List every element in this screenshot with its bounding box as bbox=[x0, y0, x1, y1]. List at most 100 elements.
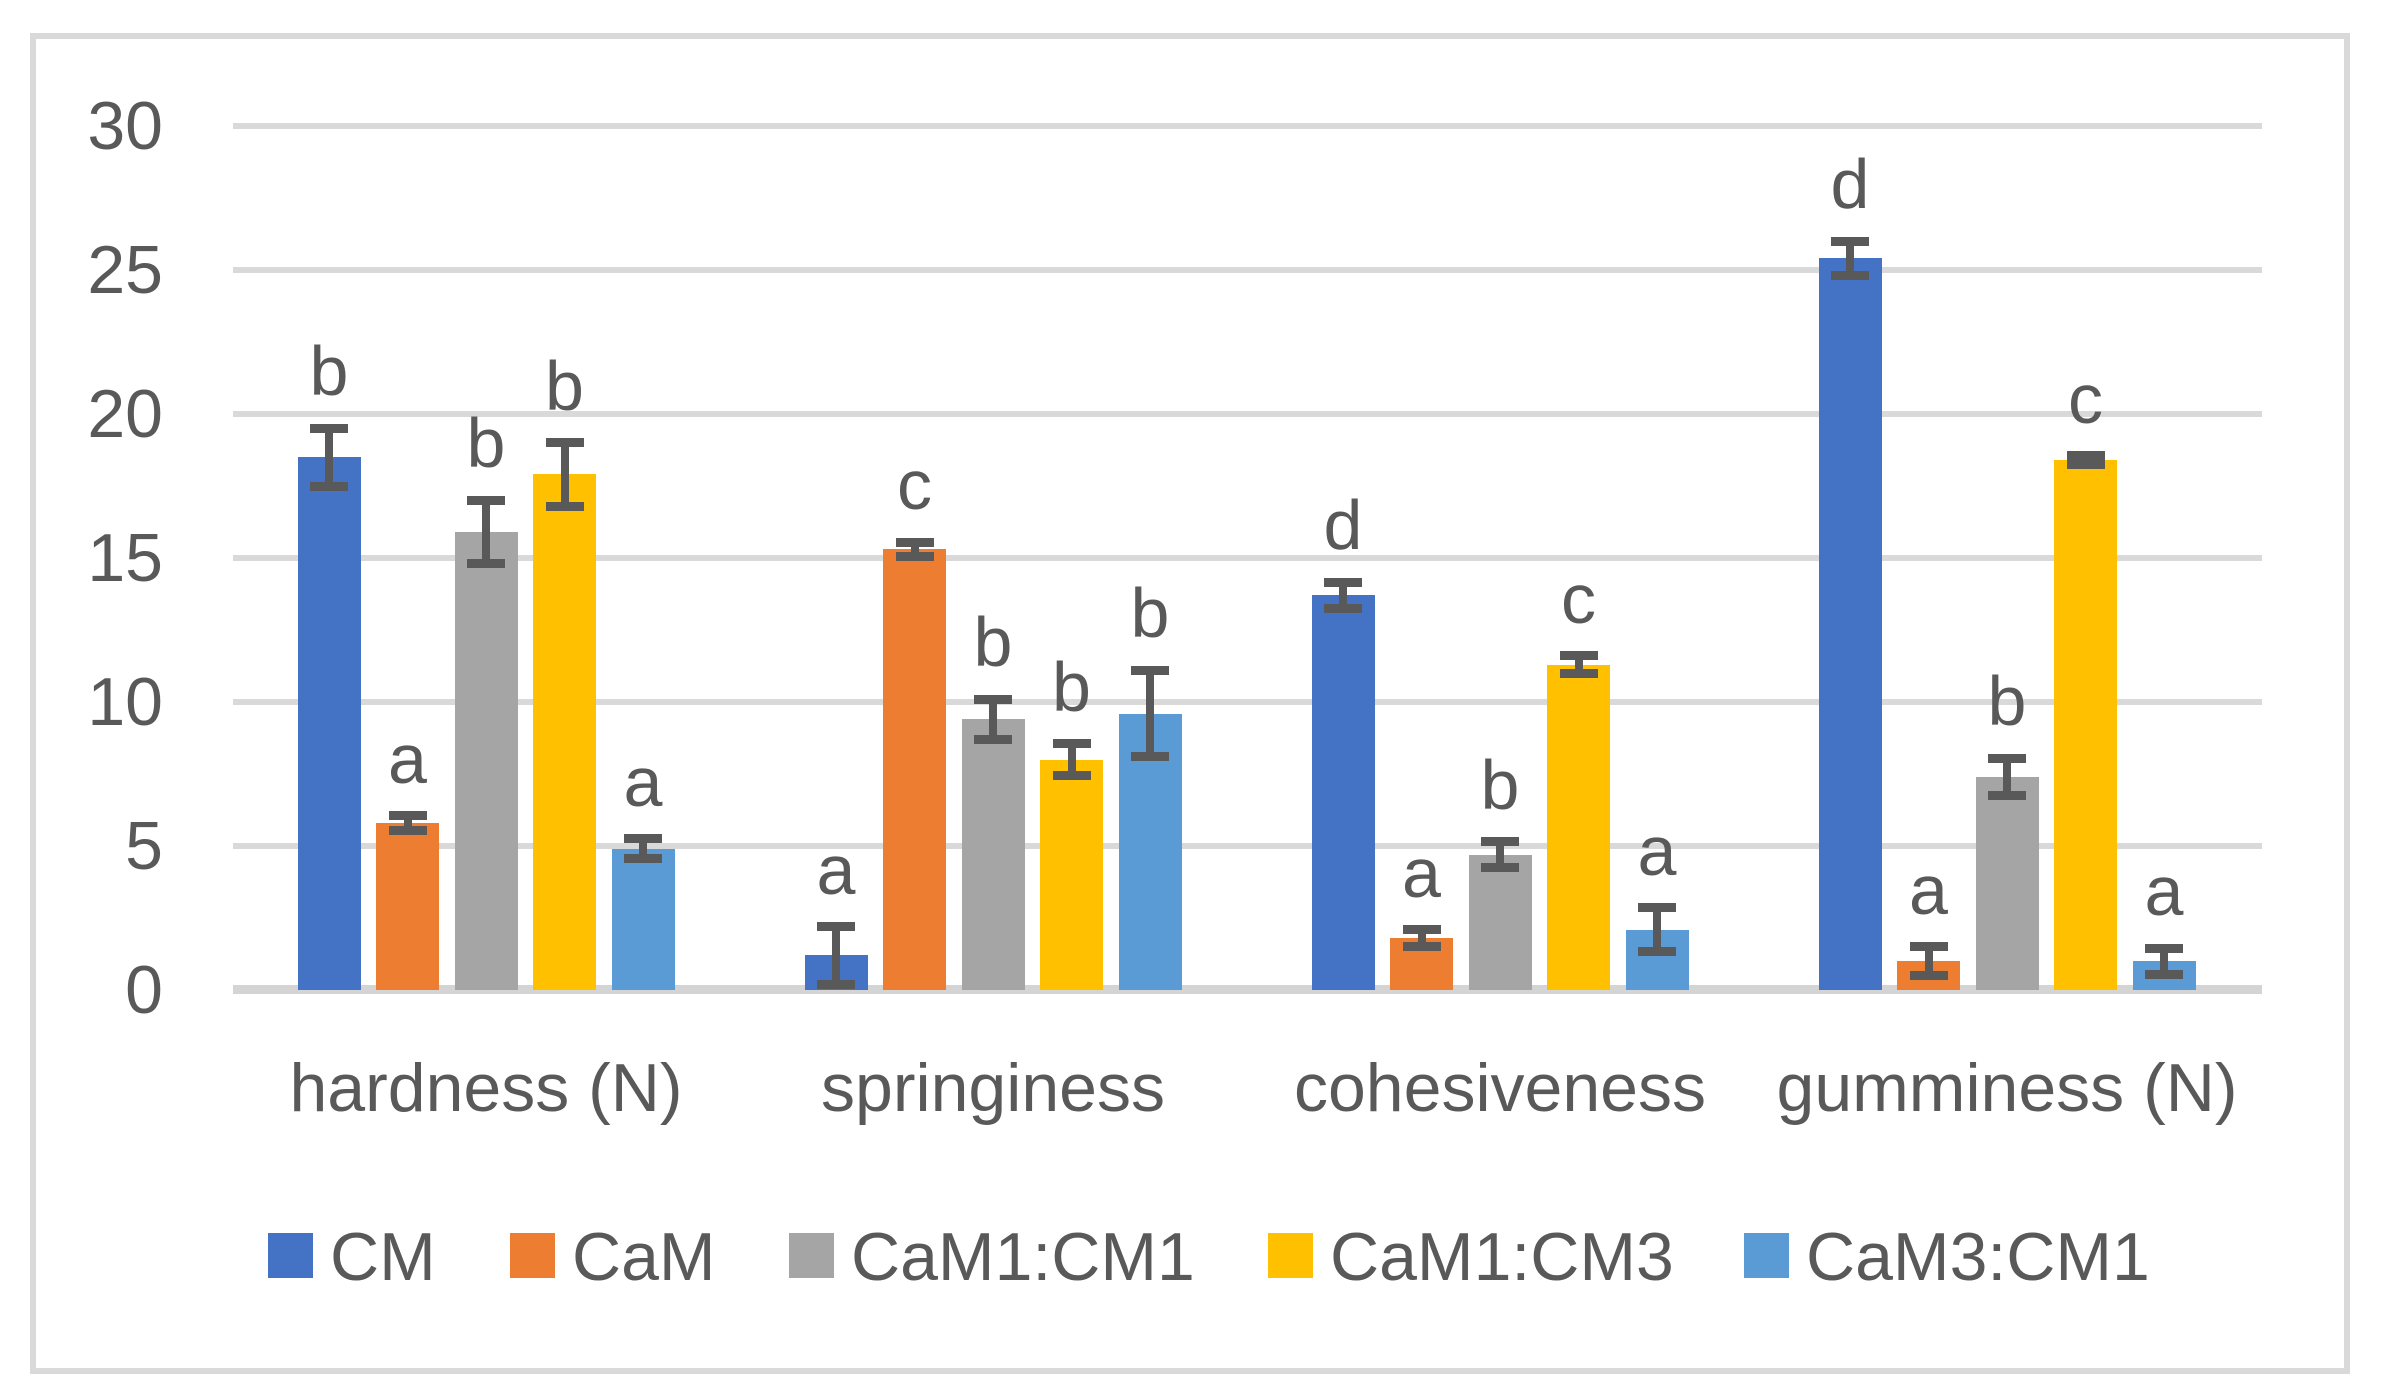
bar bbox=[1818, 258, 1882, 990]
error-bar-top-cap bbox=[467, 495, 505, 505]
error-bar-top-cap bbox=[1402, 925, 1441, 935]
significance-letter: a bbox=[1402, 833, 1441, 912]
error-bar-bottom-cap bbox=[310, 481, 348, 491]
significance-letter: a bbox=[388, 719, 427, 798]
error-bar-stem bbox=[2160, 948, 2168, 975]
legend-label: CaM1:CM3 bbox=[1330, 1219, 1674, 1295]
legend-swatch bbox=[510, 1233, 555, 1278]
bar bbox=[1311, 595, 1375, 990]
error-bar-bottom-cap bbox=[388, 825, 427, 835]
error-bar-bottom-cap bbox=[1988, 791, 2026, 801]
significance-letter: d bbox=[1323, 486, 1363, 565]
significance-letter: a bbox=[1637, 811, 1677, 890]
significance-letter: b bbox=[1480, 745, 1520, 824]
significance-letter: b bbox=[309, 332, 349, 411]
bar bbox=[454, 532, 518, 990]
error-bar-top-cap bbox=[1052, 739, 1091, 749]
bar bbox=[1468, 854, 1532, 990]
error-bar-stem bbox=[1146, 670, 1154, 757]
error-bar-bottom-cap bbox=[1638, 946, 1676, 956]
y-axis-tick-label: 15 bbox=[87, 520, 163, 596]
error-bar-stem bbox=[560, 442, 569, 507]
error-bar-bottom-cap bbox=[817, 979, 855, 989]
x-category-label: springiness bbox=[821, 1050, 1165, 1126]
error-bar-top-cap bbox=[1559, 651, 1598, 661]
error-bar-top-cap bbox=[1909, 942, 1948, 952]
error-bar-stem bbox=[2003, 758, 2011, 796]
significance-letter: c bbox=[2068, 359, 2103, 438]
error-bar-top-cap bbox=[2066, 451, 2105, 461]
legend-swatch bbox=[1268, 1233, 1313, 1278]
gridline bbox=[233, 699, 2262, 705]
error-bar-bottom-cap bbox=[1481, 863, 1519, 873]
legend-swatch bbox=[789, 1233, 834, 1278]
bar bbox=[533, 474, 596, 990]
y-axis-tick-label: 30 bbox=[87, 88, 163, 164]
error-bar-bottom-cap bbox=[1324, 603, 1362, 613]
error-bar-stem bbox=[1574, 655, 1583, 674]
error-bar-bottom-cap bbox=[2145, 969, 2183, 979]
y-axis-tick-label: 25 bbox=[87, 232, 163, 308]
significance-letter: b bbox=[973, 603, 1013, 682]
x-axis-line bbox=[233, 985, 2262, 994]
significance-letter: a bbox=[816, 830, 856, 909]
error-bar-stem bbox=[1339, 582, 1347, 609]
legend-label: CaM bbox=[572, 1219, 716, 1295]
chart-frame: 0 5 10 15 20 25 30 b a d d a c a a b b b b b b c c a b a a hardness… bbox=[30, 33, 2350, 1374]
error-bar-bottom-cap bbox=[2066, 459, 2105, 469]
gridline bbox=[233, 267, 2262, 273]
significance-letter: a bbox=[1909, 850, 1948, 929]
error-bar-top-cap bbox=[1324, 577, 1362, 587]
significance-letter: b bbox=[466, 404, 506, 483]
y-axis-tick-label: 10 bbox=[87, 664, 163, 740]
significance-letter: b bbox=[545, 346, 584, 425]
error-bar-top-cap bbox=[1638, 903, 1676, 913]
significance-letter: b bbox=[1987, 662, 2027, 741]
error-bar-stem bbox=[1067, 743, 1076, 776]
error-bar-top-cap bbox=[2145, 943, 2183, 953]
x-category-label: cohesiveness bbox=[1293, 1050, 1707, 1126]
x-category-label: hardness (N) bbox=[289, 1050, 683, 1126]
bar bbox=[2054, 460, 2117, 990]
error-bar-top-cap bbox=[1988, 753, 2026, 763]
bar bbox=[1975, 776, 2039, 990]
gridline bbox=[233, 123, 2262, 129]
error-bar-stem bbox=[832, 926, 840, 985]
bar bbox=[297, 457, 361, 990]
legend-swatch bbox=[268, 1233, 313, 1278]
bar bbox=[376, 822, 439, 990]
error-bar-top-cap bbox=[388, 811, 427, 821]
error-bar-stem bbox=[1496, 841, 1504, 868]
legend-swatch bbox=[1744, 1233, 1789, 1278]
error-bar-stem bbox=[910, 542, 919, 557]
error-bar-stem bbox=[403, 815, 412, 831]
significance-letter: c bbox=[897, 446, 932, 525]
error-bar-stem bbox=[989, 699, 997, 740]
error-bar-bottom-cap bbox=[974, 734, 1012, 744]
error-bar-top-cap bbox=[624, 834, 662, 844]
error-bar-top-cap bbox=[1831, 236, 1869, 246]
error-bar-stem bbox=[1846, 241, 1854, 276]
error-bar-bottom-cap bbox=[1909, 971, 1948, 981]
significance-letter: a bbox=[623, 742, 663, 821]
error-bar-stem bbox=[1653, 907, 1661, 952]
error-bar-bottom-cap bbox=[1052, 770, 1091, 780]
y-axis-tick-label: 20 bbox=[87, 376, 163, 452]
gridline bbox=[233, 411, 2262, 417]
significance-letter: b bbox=[1052, 647, 1091, 726]
error-bar-stem bbox=[1924, 946, 1933, 976]
bar bbox=[1547, 664, 1610, 990]
significance-letter: d bbox=[1830, 145, 1870, 224]
bar bbox=[961, 719, 1025, 990]
gridline bbox=[233, 843, 2262, 849]
error-bar-bottom-cap bbox=[1402, 942, 1441, 952]
error-bar-bottom-cap bbox=[467, 559, 505, 569]
significance-letter: c bbox=[1561, 559, 1596, 638]
error-bar-bottom-cap bbox=[1559, 668, 1598, 678]
legend-label: CaM1:CM1 bbox=[851, 1219, 1195, 1295]
error-bar-top-cap bbox=[974, 694, 1012, 704]
error-bar-stem bbox=[1417, 929, 1426, 947]
legend-label: CM bbox=[330, 1219, 436, 1295]
error-bar-top-cap bbox=[545, 438, 584, 448]
